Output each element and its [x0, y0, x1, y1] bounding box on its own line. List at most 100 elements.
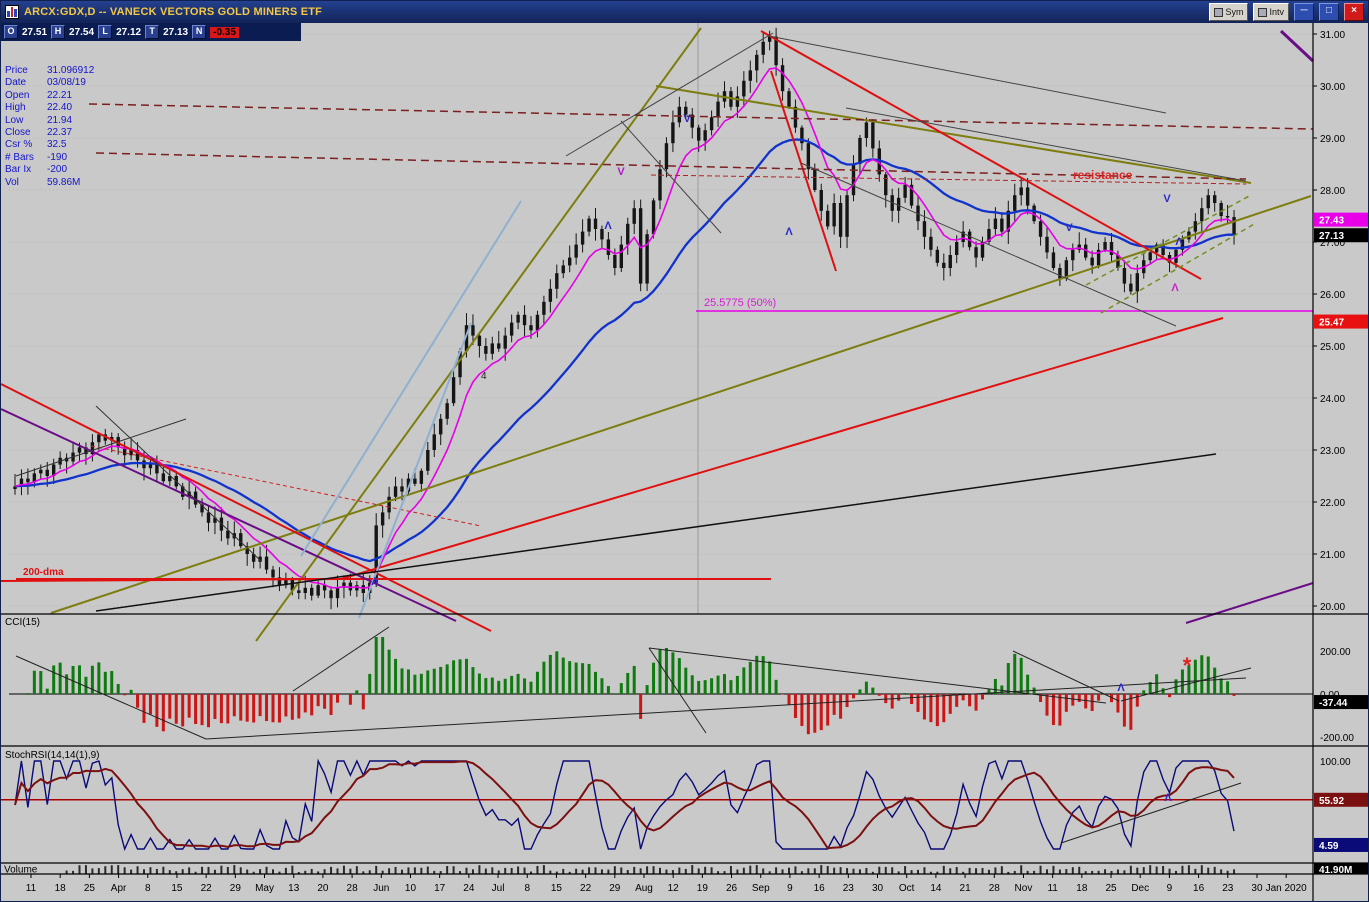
svg-text:-200.00: -200.00 — [1320, 733, 1354, 744]
svg-text:27.00: 27.00 — [1320, 238, 1345, 249]
svg-text:29.00: 29.00 — [1320, 134, 1345, 145]
svg-text:20.00: 20.00 — [1320, 602, 1345, 613]
stochrsi-pane: StochRSI(14,14(1),9) — [1, 750, 1313, 852]
svg-text:29: 29 — [609, 883, 621, 894]
quote-field-value-L: 27.12 — [116, 26, 142, 38]
svg-text:30: 30 — [1251, 883, 1263, 894]
panel-separators — [1, 23, 1368, 901]
svg-text:9: 9 — [787, 883, 793, 894]
cursor-info-row: Open 22.21 — [5, 89, 73, 101]
app-chart-icon — [5, 5, 19, 19]
svg-text:15: 15 — [171, 883, 183, 894]
cursor-info-row: Csr % 32.5 — [5, 139, 67, 151]
symbol-button[interactable]: Sym — [1209, 3, 1249, 21]
svg-text:12: 12 — [668, 883, 680, 894]
minimize-button[interactable]: ─ — [1294, 3, 1314, 21]
svg-text:Jun: Jun — [373, 883, 389, 894]
maximize-button[interactable]: □ — [1319, 3, 1339, 21]
svg-text:Aug: Aug — [635, 883, 653, 894]
quote-bar: O 27.51 H 27.54 L 27.12 T 27.13 N -0.35 — [1, 23, 301, 41]
svg-text:Λ: Λ — [371, 576, 379, 588]
quote-field-label-L: L — [98, 25, 113, 39]
cursor-info-row: Date 03/08/19 — [5, 77, 86, 89]
svg-text:100.00: 100.00 — [1320, 757, 1351, 768]
quote-field-label-O: O — [4, 25, 18, 39]
interval-button[interactable]: Intv — [1253, 3, 1289, 21]
svg-text:21: 21 — [960, 883, 972, 894]
svg-text:Jul: Jul — [492, 883, 505, 894]
chart-canvas[interactable]: CCI(15) StochRSI(14,14(1),9) Volume V V Λ Λ V V Λ… — [1, 23, 1369, 902]
cursor-info-row: Low 21.94 — [5, 114, 73, 126]
svg-text:14: 14 — [930, 883, 942, 894]
svg-text:22.00: 22.00 — [1320, 498, 1345, 509]
quote-field-value-H: 27.54 — [69, 26, 95, 38]
svg-text:V: V — [617, 166, 625, 178]
svg-text:4: 4 — [481, 371, 487, 382]
svg-text:29: 29 — [230, 883, 242, 894]
quote-field-value-O: 27.51 — [22, 26, 48, 38]
svg-text:25.47: 25.47 — [1319, 318, 1344, 329]
svg-text:30: 30 — [872, 883, 884, 894]
cursor-info-row: Price 31.096912 — [5, 65, 95, 76]
svg-text:Dec: Dec — [1131, 883, 1149, 894]
cursor-info-row: High 22.40 — [5, 102, 73, 114]
svg-text:23.00: 23.00 — [1320, 446, 1345, 457]
svg-text:V: V — [1163, 193, 1171, 205]
svg-text:26: 26 — [726, 883, 738, 894]
window-title: ARCX:GDX,D -- VANECK VECTORS GOLD MINERS… — [24, 6, 323, 18]
svg-text:May: May — [255, 883, 274, 894]
svg-text:28: 28 — [989, 883, 1001, 894]
svg-text:24.00: 24.00 — [1320, 394, 1345, 405]
cursor-info-row: Close 22.37 — [5, 127, 73, 139]
quote-field-label-N: N — [192, 25, 207, 39]
close-button[interactable]: × — [1344, 3, 1364, 21]
svg-text:10: 10 — [405, 883, 417, 894]
svg-text:4.59: 4.59 — [1319, 841, 1339, 852]
svg-text:22: 22 — [201, 883, 213, 894]
svg-text:27.13: 27.13 — [1319, 231, 1344, 242]
svg-text:Λ: Λ — [1171, 282, 1179, 294]
svg-text:20: 20 — [317, 883, 329, 894]
svg-text:25: 25 — [84, 883, 96, 894]
time-axis: 11 18 25 Apr 8 15 22 29 May 13 20 28 Jun 10 17 24 Jul 8 15… — [26, 874, 1307, 894]
quote-field-label-T: T — [145, 25, 160, 39]
svg-text:23: 23 — [1222, 883, 1234, 894]
svg-text:8: 8 — [145, 883, 151, 894]
svg-text:V: V — [1065, 222, 1073, 234]
svg-text:Λ: Λ — [1117, 682, 1125, 694]
svg-text:Λ: Λ — [1164, 792, 1172, 804]
svg-text:25.5775 (50%): 25.5775 (50%) — [704, 297, 776, 309]
svg-text:15: 15 — [551, 883, 563, 894]
svg-text:31.00: 31.00 — [1320, 30, 1345, 41]
symbol-button-icon — [1214, 7, 1224, 17]
svg-text:17: 17 — [434, 883, 446, 894]
svg-text:25.00: 25.00 — [1320, 342, 1345, 353]
svg-text:13: 13 — [288, 883, 300, 894]
price-axis: 31.00 30.00 29.00 28.00 27.00 26.00 25.00 24.00… — [1313, 30, 1368, 876]
svg-text:18: 18 — [55, 883, 67, 894]
stochrsi-label: StochRSI(14,14(1),9) — [5, 750, 100, 761]
svg-text:23: 23 — [843, 883, 855, 894]
svg-text:Nov: Nov — [1015, 883, 1033, 894]
trendlines — [1, 27, 1315, 642]
svg-text:V: V — [683, 113, 691, 125]
cursor-info-row: Vol 59.86M — [5, 176, 81, 188]
svg-text:28.00: 28.00 — [1320, 186, 1345, 197]
svg-text:11: 11 — [1047, 883, 1058, 894]
svg-text:200-dma: 200-dma — [23, 567, 64, 578]
cci-label: CCI(15) — [5, 617, 40, 628]
svg-text:26.00: 26.00 — [1320, 290, 1345, 301]
svg-text:19: 19 — [697, 883, 709, 894]
volume-pane: Volume — [1, 864, 1236, 876]
svg-text:200.00: 200.00 — [1320, 647, 1351, 658]
svg-text:*: * — [1183, 653, 1192, 678]
svg-text:resistance: resistance — [1073, 168, 1133, 182]
volume-label: Volume — [4, 865, 38, 876]
svg-text:8: 8 — [524, 883, 530, 894]
svg-text:55.92: 55.92 — [1319, 796, 1344, 807]
quote-field-value-N: -0.35 — [210, 26, 239, 38]
svg-text:21.00: 21.00 — [1320, 550, 1345, 561]
svg-text:Sep: Sep — [752, 883, 770, 894]
titlebar[interactable]: ARCX:GDX,D -- VANECK VECTORS GOLD MINERS… — [1, 1, 1368, 23]
